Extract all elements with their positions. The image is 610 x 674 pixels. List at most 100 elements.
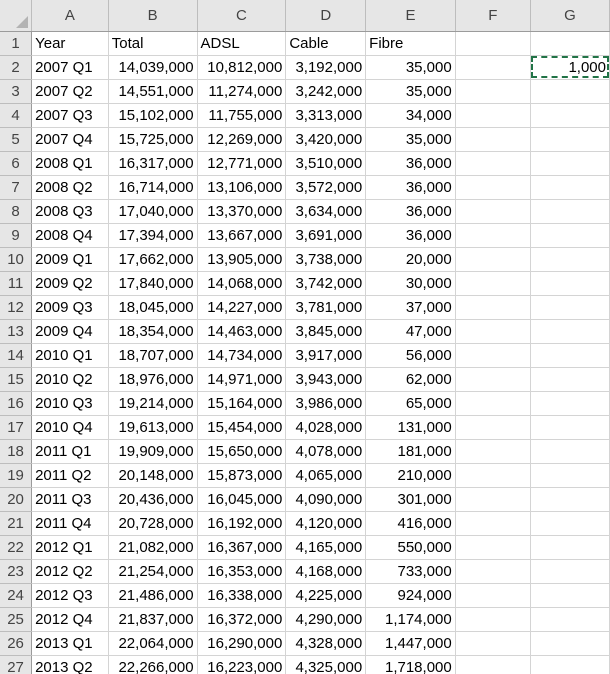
- cell-total[interactable]: 21,486,000: [108, 583, 198, 608]
- cell-cable[interactable]: 3,691,000: [285, 223, 367, 248]
- empty-cell[interactable]: [455, 391, 531, 416]
- row-header[interactable]: 4: [0, 103, 33, 128]
- empty-cell[interactable]: [455, 247, 531, 272]
- cell-total[interactable]: 20,148,000: [108, 463, 198, 488]
- cell-year[interactable]: 2007 Q1: [31, 55, 109, 80]
- cell-fibre[interactable]: 36,000: [365, 199, 456, 224]
- cell-cable[interactable]: 4,028,000: [285, 415, 367, 440]
- empty-cell[interactable]: [455, 439, 531, 464]
- cell-year[interactable]: 2008 Q1: [31, 151, 109, 176]
- empty-cell[interactable]: [455, 175, 531, 200]
- cell-year[interactable]: 2012 Q2: [31, 559, 109, 584]
- cell-adsl[interactable]: 10,812,000: [197, 55, 287, 80]
- row-header[interactable]: 12: [0, 295, 33, 320]
- cell-year[interactable]: 2013 Q1: [31, 631, 109, 656]
- cell-cable[interactable]: 4,325,000: [285, 655, 367, 674]
- cell-adsl[interactable]: 16,192,000: [197, 511, 287, 536]
- cell-year[interactable]: 2011 Q3: [31, 487, 109, 512]
- empty-cell[interactable]: [530, 127, 610, 152]
- empty-cell[interactable]: [530, 631, 610, 656]
- cell-fibre[interactable]: 1,447,000: [365, 631, 456, 656]
- cell-cable[interactable]: 3,742,000: [285, 271, 367, 296]
- cell-year[interactable]: 2008 Q2: [31, 175, 109, 200]
- cell-adsl[interactable]: 15,454,000: [197, 415, 287, 440]
- row-header[interactable]: 23: [0, 559, 33, 584]
- cell-adsl[interactable]: 13,106,000: [197, 175, 287, 200]
- cell-adsl[interactable]: 13,667,000: [197, 223, 287, 248]
- cell-fibre[interactable]: 924,000: [365, 583, 456, 608]
- cell-cable[interactable]: 3,738,000: [285, 247, 367, 272]
- cell-year[interactable]: 2007 Q3: [31, 103, 109, 128]
- cell-year[interactable]: 2011 Q2: [31, 463, 109, 488]
- cell-fibre[interactable]: 733,000: [365, 559, 456, 584]
- cell-fibre[interactable]: 36,000: [365, 175, 456, 200]
- cell-total[interactable]: 21,837,000: [108, 607, 198, 632]
- cell-year[interactable]: 2012 Q1: [31, 535, 109, 560]
- column-header-g[interactable]: G: [530, 0, 610, 32]
- empty-cell[interactable]: [455, 487, 531, 512]
- row-header[interactable]: 24: [0, 583, 33, 608]
- row-header[interactable]: 9: [0, 223, 33, 248]
- row-header[interactable]: 17: [0, 415, 33, 440]
- cell-year[interactable]: 2009 Q4: [31, 319, 109, 344]
- cell-year[interactable]: 2009 Q3: [31, 295, 109, 320]
- cell-total[interactable]: 17,040,000: [108, 199, 198, 224]
- column-header-a[interactable]: A: [31, 0, 109, 32]
- cell-fibre[interactable]: 37,000: [365, 295, 456, 320]
- header-cell-fibre[interactable]: Fibre: [365, 31, 456, 56]
- cell-fibre[interactable]: 30,000: [365, 271, 456, 296]
- column-header-e[interactable]: E: [365, 0, 456, 32]
- row-header[interactable]: 15: [0, 367, 33, 392]
- cell-year[interactable]: 2008 Q4: [31, 223, 109, 248]
- cell-year[interactable]: 2013 Q2: [31, 655, 109, 674]
- empty-cell[interactable]: [455, 655, 531, 674]
- cell-year[interactable]: 2012 Q4: [31, 607, 109, 632]
- cell-cable[interactable]: 4,225,000: [285, 583, 367, 608]
- empty-cell[interactable]: [455, 535, 531, 560]
- cell-cable[interactable]: 4,168,000: [285, 559, 367, 584]
- cell-fibre[interactable]: 36,000: [365, 151, 456, 176]
- empty-cell[interactable]: [530, 343, 610, 368]
- empty-cell[interactable]: [530, 103, 610, 128]
- cell-total[interactable]: 22,064,000: [108, 631, 198, 656]
- cell-total[interactable]: 15,102,000: [108, 103, 198, 128]
- cell-cable[interactable]: 4,120,000: [285, 511, 367, 536]
- cell-cable[interactable]: 3,420,000: [285, 127, 367, 152]
- cell-year[interactable]: 2010 Q2: [31, 367, 109, 392]
- row-header[interactable]: 18: [0, 439, 33, 464]
- cell-total[interactable]: 14,551,000: [108, 79, 198, 104]
- cell-cable[interactable]: 4,165,000: [285, 535, 367, 560]
- cell-fibre[interactable]: 35,000: [365, 127, 456, 152]
- empty-cell[interactable]: [530, 487, 610, 512]
- row-header[interactable]: 1: [0, 31, 33, 56]
- empty-cell[interactable]: [455, 559, 531, 584]
- cell-total[interactable]: 18,707,000: [108, 343, 198, 368]
- cell-year[interactable]: 2008 Q3: [31, 199, 109, 224]
- empty-cell[interactable]: [530, 583, 610, 608]
- cell-fibre[interactable]: 47,000: [365, 319, 456, 344]
- cell-adsl[interactable]: 13,370,000: [197, 199, 287, 224]
- cell-cable[interactable]: 4,065,000: [285, 463, 367, 488]
- cell-fibre[interactable]: 416,000: [365, 511, 456, 536]
- empty-cell[interactable]: [455, 511, 531, 536]
- cell-fibre[interactable]: 20,000: [365, 247, 456, 272]
- cell-adsl[interactable]: 13,905,000: [197, 247, 287, 272]
- empty-cell[interactable]: [530, 175, 610, 200]
- cell-total[interactable]: 21,082,000: [108, 535, 198, 560]
- cell-cable[interactable]: 3,781,000: [285, 295, 367, 320]
- cell-fibre[interactable]: 1,174,000: [365, 607, 456, 632]
- row-header[interactable]: 20: [0, 487, 33, 512]
- cell-adsl[interactable]: 16,338,000: [197, 583, 287, 608]
- selected-cell-g2[interactable]: 1,000: [530, 55, 610, 80]
- empty-cell[interactable]: [530, 511, 610, 536]
- empty-cell[interactable]: [530, 607, 610, 632]
- empty-cell[interactable]: [455, 631, 531, 656]
- cell-fibre[interactable]: 210,000: [365, 463, 456, 488]
- cell-adsl[interactable]: 14,068,000: [197, 271, 287, 296]
- cell-cable[interactable]: 3,943,000: [285, 367, 367, 392]
- empty-cell[interactable]: [455, 343, 531, 368]
- empty-cell[interactable]: [455, 463, 531, 488]
- empty-cell[interactable]: [455, 295, 531, 320]
- row-header[interactable]: 25: [0, 607, 33, 632]
- cell-year[interactable]: 2012 Q3: [31, 583, 109, 608]
